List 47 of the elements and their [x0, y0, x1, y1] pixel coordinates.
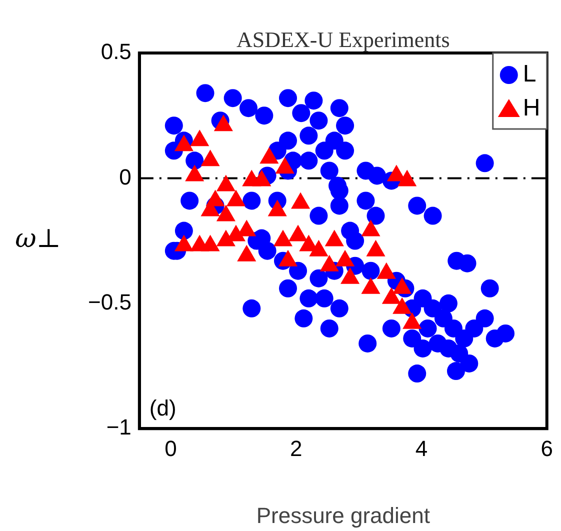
- point: [398, 170, 417, 186]
- point: [278, 250, 298, 266]
- y-tick-label: 0: [119, 164, 132, 190]
- point: [214, 114, 233, 132]
- x-tick-label: 2: [290, 436, 302, 461]
- point: [340, 267, 360, 284]
- point: [185, 164, 204, 182]
- x-tick-label: 0: [164, 436, 177, 461]
- point: [361, 277, 380, 294]
- point: [226, 190, 246, 206]
- point: [402, 312, 422, 329]
- point: [216, 204, 236, 222]
- x-tick-label: 6: [540, 436, 554, 461]
- point: [376, 262, 396, 279]
- x-tick-label: 4: [415, 436, 428, 461]
- point: [392, 277, 412, 294]
- legend-label: H: [522, 94, 540, 122]
- chart-title: ASDEX-U Experiments: [236, 26, 450, 52]
- point: [336, 250, 355, 266]
- point: [361, 220, 380, 236]
- point: [320, 254, 339, 272]
- point: [216, 174, 236, 192]
- y-axis-title: ω⊥: [15, 224, 61, 254]
- point: [382, 287, 401, 304]
- point: [366, 240, 386, 256]
- point: [252, 170, 272, 186]
- point: [190, 130, 210, 146]
- point: [291, 192, 310, 209]
- point: [174, 234, 194, 252]
- point: [309, 240, 328, 256]
- y-tick-label: −1: [106, 414, 132, 440]
- point: [275, 157, 294, 174]
- point: [273, 230, 293, 246]
- point: [324, 230, 344, 246]
- point: [200, 150, 220, 166]
- point: [174, 134, 194, 152]
- point: [392, 297, 412, 314]
- y-tick-label: 0.5: [100, 39, 132, 64]
- annotation: (d): [149, 396, 176, 421]
- y-tick-label: −0.5: [88, 289, 132, 314]
- point: [237, 244, 256, 262]
- point: [288, 224, 308, 242]
- x-axis-title: Pressure gradient: [256, 503, 430, 528]
- legend-label: L: [522, 60, 536, 88]
- point: [200, 234, 220, 252]
- point: [268, 200, 287, 216]
- point: [260, 147, 279, 164]
